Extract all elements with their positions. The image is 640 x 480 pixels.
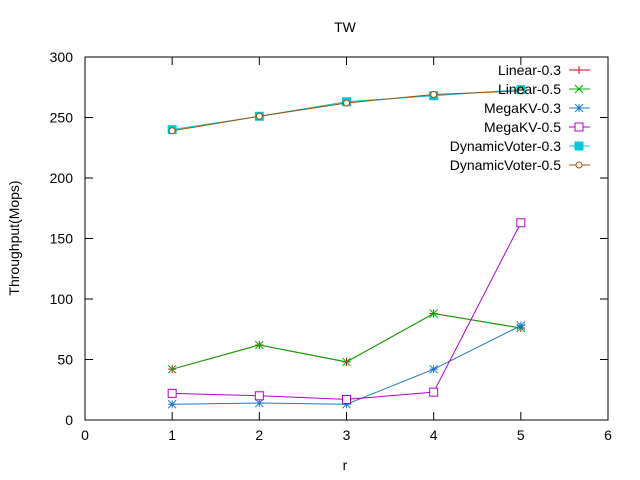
y-tick-label-4: 200 bbox=[50, 170, 74, 186]
series-2-point-4 bbox=[429, 309, 439, 318]
legend-entry-2: Linear-0.5 bbox=[498, 81, 590, 97]
series-4-point-2 bbox=[254, 391, 264, 401]
series-line-5 bbox=[172, 89, 521, 131]
series-2-point-3 bbox=[342, 357, 351, 367]
chart-legend: Linear-0.3 Linear-0.5 MegaKV-0.3 MegaKV-0.5… bbox=[450, 62, 590, 173]
series-6-point-4 bbox=[430, 91, 438, 99]
y-tick-label-3: 150 bbox=[50, 231, 74, 247]
y-tick-label-2: 100 bbox=[50, 291, 74, 307]
legend-marker-6 bbox=[575, 161, 583, 169]
series-2 bbox=[167, 309, 526, 374]
series-4-point-4 bbox=[429, 387, 439, 397]
series-6-point-3 bbox=[343, 99, 350, 107]
series-3-point-4 bbox=[429, 364, 439, 374]
series-3-point-2 bbox=[254, 398, 264, 408]
legend-label-4: MegaKV-0.5 bbox=[484, 119, 561, 135]
legend-entry-6: DynamicVoter-0.5 bbox=[450, 157, 590, 173]
y-axis-title: Throughput(Mops) bbox=[6, 180, 22, 295]
legend-label-3: MegaKV-0.3 bbox=[484, 100, 561, 116]
x-tick-label-1: 1 bbox=[168, 427, 176, 443]
series-line-6 bbox=[172, 90, 521, 132]
series-2-point-1 bbox=[167, 364, 177, 374]
y-tick-label-5: 250 bbox=[50, 110, 74, 126]
legend-entry-5: DynamicVoter-0.3 bbox=[450, 138, 590, 154]
series-3-point-3 bbox=[342, 399, 351, 409]
x-tick-label-0: 0 bbox=[81, 427, 89, 443]
chart-title: TW bbox=[334, 19, 357, 35]
series-6-point-5 bbox=[517, 87, 525, 95]
series-3-point-5 bbox=[516, 321, 526, 330]
y-tick-label-6: 300 bbox=[50, 49, 74, 65]
y-tick-label-0: 0 bbox=[65, 412, 73, 428]
x-axis-title: r bbox=[343, 457, 348, 473]
series-3-point-1 bbox=[167, 399, 177, 409]
legend-marker-1 bbox=[575, 66, 583, 74]
x-tick-label-5: 5 bbox=[517, 427, 525, 443]
legend-marker-3 bbox=[574, 103, 584, 113]
y-tick-label-1: 50 bbox=[57, 352, 73, 368]
series-3 bbox=[167, 321, 526, 409]
x-tick-label-6: 6 bbox=[604, 427, 612, 443]
legend-entry-3: MegaKV-0.3 bbox=[484, 100, 590, 116]
legend-label-5: DynamicVoter-0.3 bbox=[450, 138, 561, 154]
x-tick-label-3: 3 bbox=[343, 427, 351, 443]
series-2-point-2 bbox=[254, 340, 264, 350]
legend-marker-2 bbox=[574, 84, 584, 94]
legend-entry-4: MegaKV-0.5 bbox=[484, 119, 590, 135]
series-6-point-2 bbox=[255, 112, 263, 120]
chart-axes: 0 1 2 3 4 5 6 0 50 100 150 200 250 300 bbox=[50, 49, 612, 443]
chart-series bbox=[167, 85, 526, 409]
legend-entry-1: Linear-0.3 bbox=[498, 62, 590, 78]
legend-label-1: Linear-0.3 bbox=[498, 62, 561, 78]
legend-marker-5 bbox=[574, 141, 584, 151]
legend-marker-4 bbox=[574, 122, 584, 132]
series-line-4 bbox=[172, 222, 522, 400]
x-tick-label-2: 2 bbox=[255, 427, 263, 443]
series-6 bbox=[168, 87, 525, 135]
x-tick-label-4: 4 bbox=[430, 427, 438, 443]
legend-label-2: Linear-0.5 bbox=[498, 81, 561, 97]
series-4-point-5 bbox=[516, 218, 526, 228]
series-6-point-1 bbox=[168, 127, 176, 135]
series-4 bbox=[167, 218, 526, 404]
series-4-point-3 bbox=[342, 394, 351, 404]
series-4-point-1 bbox=[167, 388, 177, 398]
legend-label-6: DynamicVoter-0.5 bbox=[450, 157, 561, 173]
